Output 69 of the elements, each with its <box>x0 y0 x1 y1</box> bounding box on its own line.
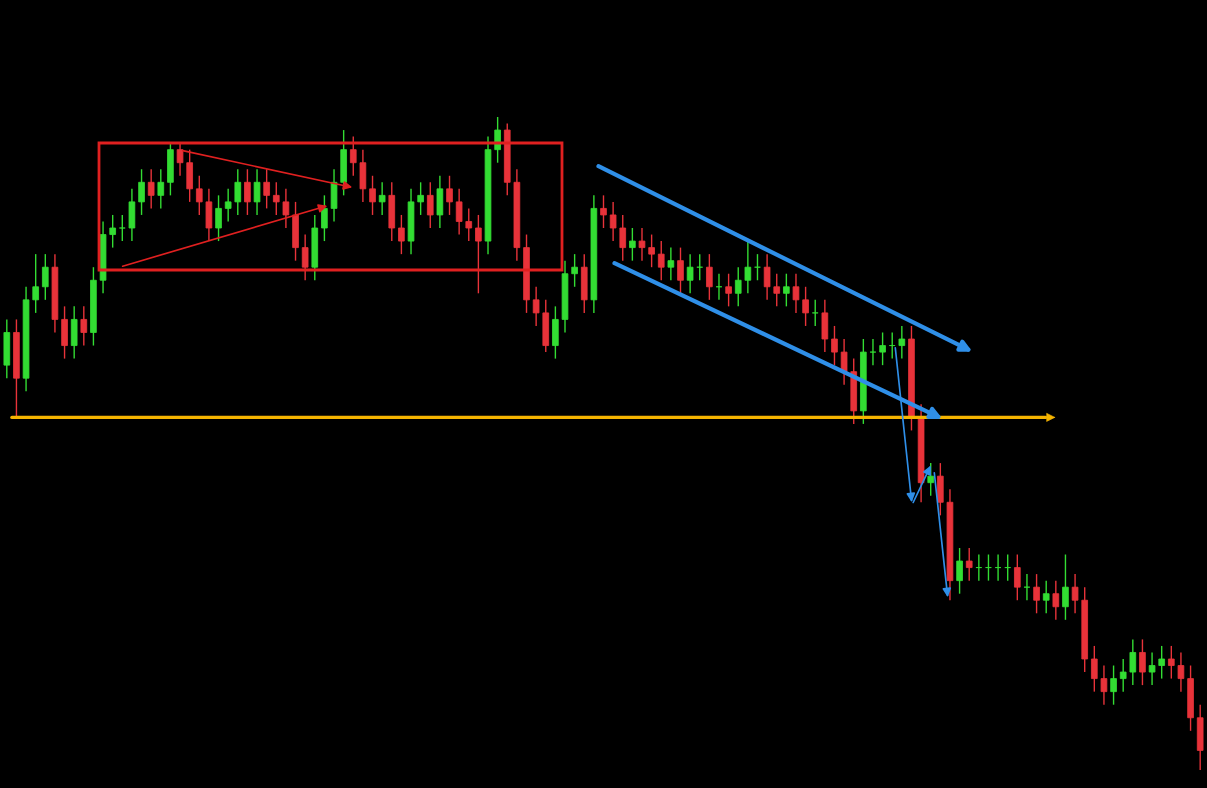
candlestick <box>811 299 819 327</box>
candlestick <box>90 266 97 347</box>
candlestick <box>80 305 88 347</box>
candlestick <box>1033 573 1040 614</box>
candlestick <box>657 240 665 281</box>
candlestick <box>946 488 954 601</box>
candlestick <box>561 259 569 334</box>
candlestick <box>272 181 280 216</box>
candlestick <box>167 142 174 197</box>
candlestick <box>465 207 473 242</box>
candlestick <box>706 253 713 301</box>
candlestick <box>426 181 434 229</box>
candlestick <box>398 214 405 255</box>
candlestick <box>648 233 655 268</box>
candlestick <box>32 253 39 314</box>
candlestick <box>1042 579 1050 614</box>
candlestick <box>484 135 492 255</box>
candlestick <box>965 547 973 582</box>
candlestick <box>446 175 453 216</box>
candlestick <box>1158 645 1165 680</box>
candlestick <box>61 305 68 360</box>
candlestick <box>263 168 270 210</box>
candlestick <box>802 286 809 327</box>
candlestick <box>1081 586 1089 673</box>
candlestick <box>186 148 193 203</box>
candlestick <box>831 325 838 366</box>
candlestick <box>783 273 790 308</box>
candlestick <box>552 305 559 360</box>
candlestick <box>956 547 963 595</box>
candlestick <box>109 214 116 249</box>
candlestick <box>677 246 684 295</box>
candlestick <box>311 214 319 281</box>
candlestick <box>725 273 732 308</box>
candlestick <box>619 214 627 262</box>
candlestick <box>417 181 424 216</box>
candlestick <box>1139 638 1146 686</box>
candlestick <box>1062 553 1069 621</box>
candlestick <box>792 273 800 314</box>
candlestick <box>369 175 376 216</box>
candlestick <box>215 194 222 242</box>
candlestick <box>580 253 588 314</box>
candlestick <box>13 318 20 419</box>
candlestick <box>475 214 482 295</box>
candlestick <box>1187 664 1194 732</box>
candlestick <box>244 168 251 216</box>
candlestick <box>195 175 203 216</box>
candlestick <box>42 253 49 301</box>
candlestick <box>629 227 636 262</box>
candlestick <box>1119 658 1127 693</box>
candlestick <box>1168 645 1175 680</box>
candlestick <box>638 227 646 262</box>
candlestick <box>118 214 126 242</box>
candlestick <box>1014 553 1021 601</box>
candlestick <box>349 135 357 177</box>
candlestick <box>1091 645 1098 693</box>
candlestick <box>734 266 742 308</box>
candlestick <box>388 181 396 242</box>
candlestick <box>773 273 781 308</box>
candlestick <box>879 331 886 366</box>
candlestick <box>138 168 145 216</box>
candlestick <box>253 168 261 216</box>
candlestick <box>340 129 347 197</box>
candlestick <box>1110 664 1117 706</box>
candlestick <box>157 168 165 210</box>
candlestick <box>321 194 328 242</box>
candlestick <box>234 168 242 216</box>
candlestick <box>407 188 415 255</box>
candlestick <box>542 299 550 353</box>
candlestick <box>600 194 607 229</box>
